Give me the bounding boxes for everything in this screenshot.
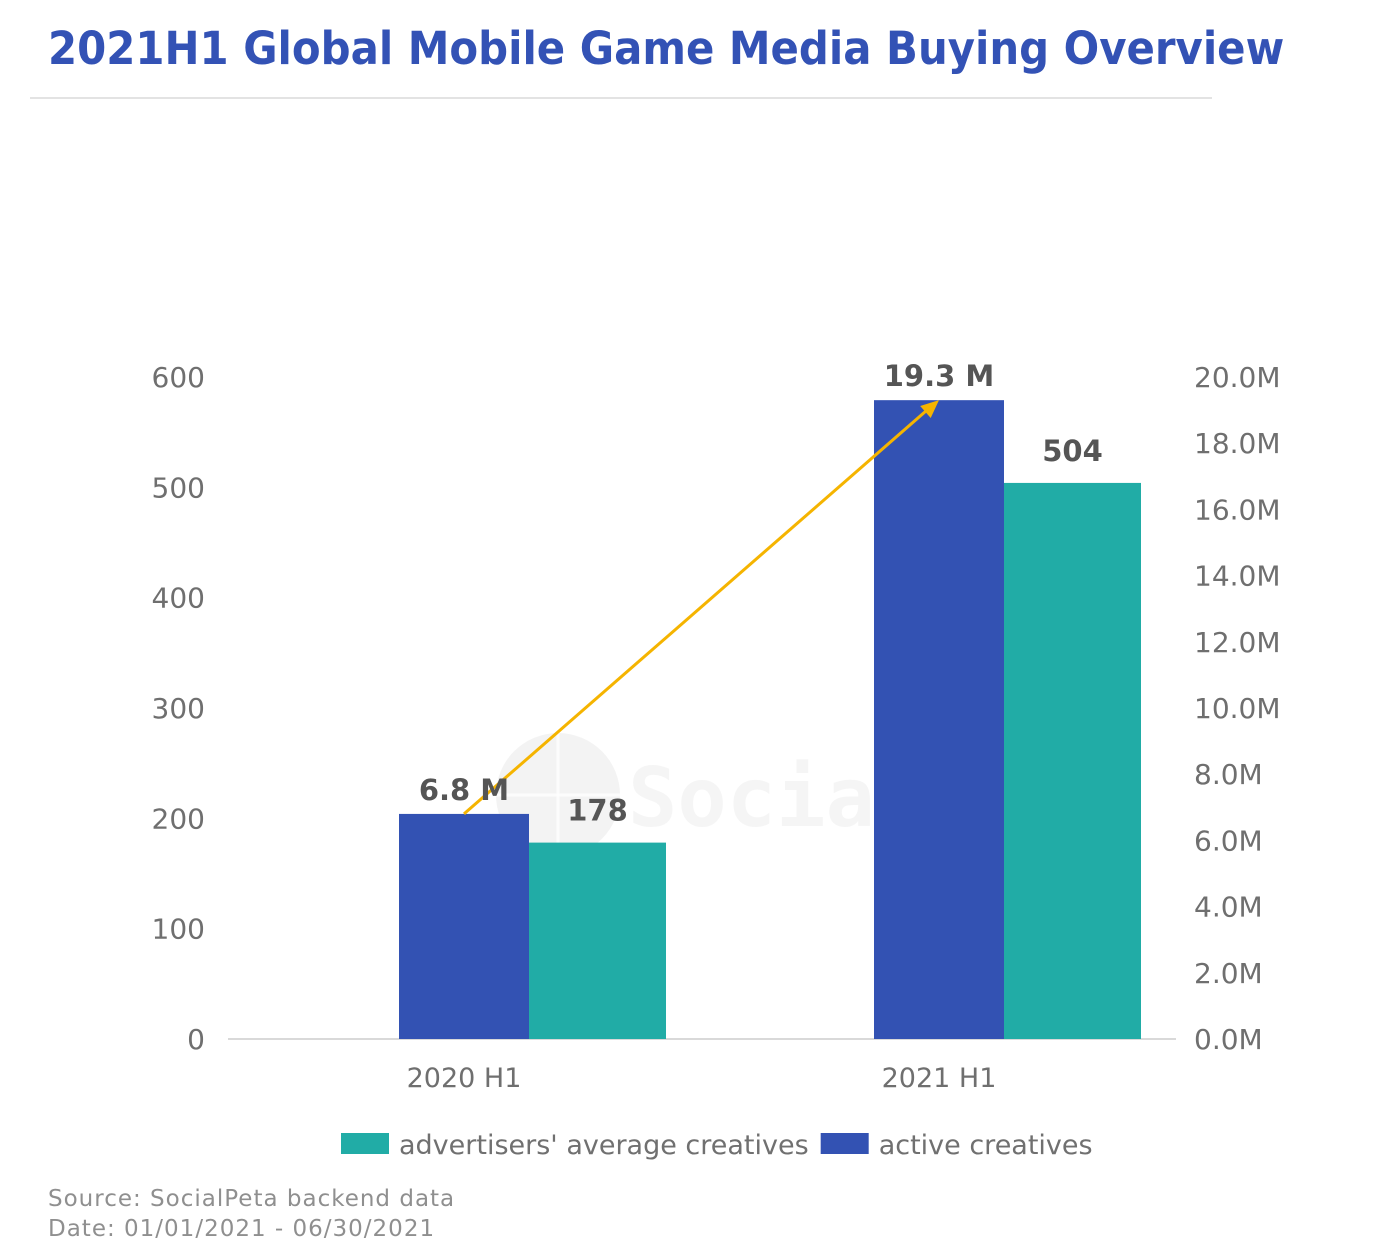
right-tick-label: 14.0M: [1194, 560, 1281, 593]
legend-label: advertisers' average creatives: [399, 1130, 809, 1161]
data-label-active-creatives: 19.3 M: [884, 359, 995, 393]
left-tick-label: 600: [152, 361, 205, 394]
left-axis: 0 100 200 300 400 500 600: [152, 361, 205, 1056]
bar-average-creatives: [1004, 482, 1141, 1039]
left-tick-label: 0: [187, 1023, 205, 1056]
left-tick-label: 400: [152, 582, 205, 615]
right-tick-label: 10.0M: [1194, 692, 1281, 725]
growth-arrow-line: [463, 402, 936, 816]
growth-arrow-head-icon: [920, 400, 939, 419]
right-tick-label: 0.0M: [1194, 1023, 1263, 1056]
legend-label: active creatives: [879, 1130, 1093, 1161]
left-tick-label: 200: [152, 802, 205, 835]
right-tick-label: 4.0M: [1194, 891, 1263, 924]
bar-average-creatives: [529, 842, 666, 1039]
right-tick-label: 16.0M: [1194, 493, 1281, 526]
right-tick-label: 18.0M: [1194, 427, 1281, 460]
right-tick-label: 2.0M: [1194, 957, 1263, 990]
chart-title: 2021H1 Global Mobile Game Media Buying O…: [48, 22, 1285, 75]
data-labels: 6.8 M 178 19.3 M 504: [419, 359, 1103, 827]
left-tick-label: 100: [152, 913, 205, 946]
legend-swatch: [341, 1133, 389, 1154]
right-tick-label: 6.0M: [1194, 824, 1263, 857]
legend: advertisers' average creatives active cre…: [341, 1130, 1093, 1161]
bars: [399, 400, 1141, 1039]
title-divider: [30, 97, 1212, 99]
category-labels: 2020 H1 2021 H1: [407, 1063, 997, 1094]
right-tick-label: 8.0M: [1194, 758, 1263, 791]
left-tick-label: 500: [152, 471, 205, 504]
data-label-active-creatives: 6.8 M: [419, 773, 509, 807]
data-label-average-creatives: 178: [567, 794, 628, 828]
bar-active-creatives: [399, 813, 529, 1039]
right-tick-label: 20.0M: [1194, 361, 1281, 394]
bar-active-creatives: [874, 400, 1004, 1039]
date-note: Date: 01/01/2021 - 06/30/2021: [48, 1216, 436, 1242]
category-label: 2021 H1: [882, 1063, 997, 1094]
source-note: Source: SocialPeta backend data: [48, 1186, 456, 1212]
right-axis: 0.0M 2.0M 4.0M 6.0M 8.0M 10.0M 12.0M 14.0M 16.0M…: [1194, 361, 1281, 1056]
left-tick-label: 300: [152, 692, 205, 725]
right-tick-label: 12.0M: [1194, 626, 1281, 659]
growth-arrow: [463, 400, 939, 816]
category-label: 2020 H1: [407, 1063, 522, 1094]
legend-swatch: [820, 1133, 869, 1154]
data-label-average-creatives: 504: [1042, 434, 1103, 468]
